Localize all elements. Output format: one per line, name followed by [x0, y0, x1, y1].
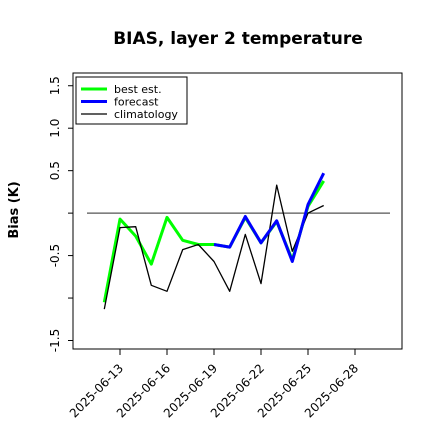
- y-axis: -1.5 -0.5 0.5 1.0 1.5: [48, 76, 73, 352]
- y-axis-label: Bias (K): [7, 181, 22, 238]
- plot-frame: [72, 72, 403, 350]
- series-line-best-est-: [102, 180, 325, 303]
- chart-title: BIAS, layer 2 temperature: [113, 29, 363, 49]
- series-line-climatology: [103, 184, 324, 310]
- y-tick-label: -0.5: [48, 244, 62, 267]
- y-tick-label: -1.5: [48, 329, 62, 352]
- legend-label: best est.: [114, 83, 162, 96]
- legend-label: forecast: [114, 96, 159, 109]
- y-tick-label: 0.5: [48, 161, 62, 180]
- y-tick-label: 1.5: [48, 76, 62, 95]
- series-group: [102, 172, 326, 310]
- x-axis: 2025-06-132025-06-162025-06-192025-06-22…: [67, 349, 361, 420]
- legend-label: climatology: [114, 108, 178, 121]
- y-tick-label: 1.0: [48, 119, 62, 138]
- series-line-forecast: [213, 172, 326, 263]
